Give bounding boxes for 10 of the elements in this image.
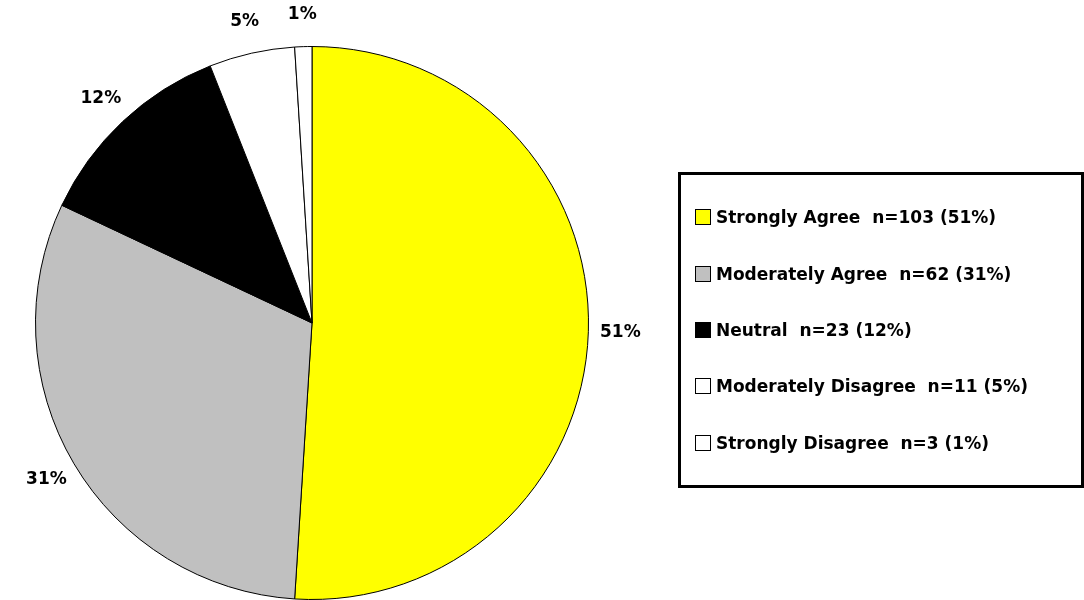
data-label: 1% <box>287 3 317 24</box>
legend-label: Moderately Disagree n=11 (5%) <box>716 376 1028 397</box>
data-label: 31% <box>26 468 67 489</box>
legend-label: Neutral n=23 (12%) <box>716 319 912 340</box>
legend-label: Strongly Disagree n=3 (1%) <box>716 432 990 453</box>
legend-label: Strongly Agree n=103 (51%) <box>716 207 997 228</box>
legend-label: Moderately Agree n=62 (31%) <box>716 263 1012 284</box>
data-label: 51% <box>600 321 641 342</box>
data-label: 5% <box>230 10 260 31</box>
data-label: 12% <box>80 86 122 107</box>
